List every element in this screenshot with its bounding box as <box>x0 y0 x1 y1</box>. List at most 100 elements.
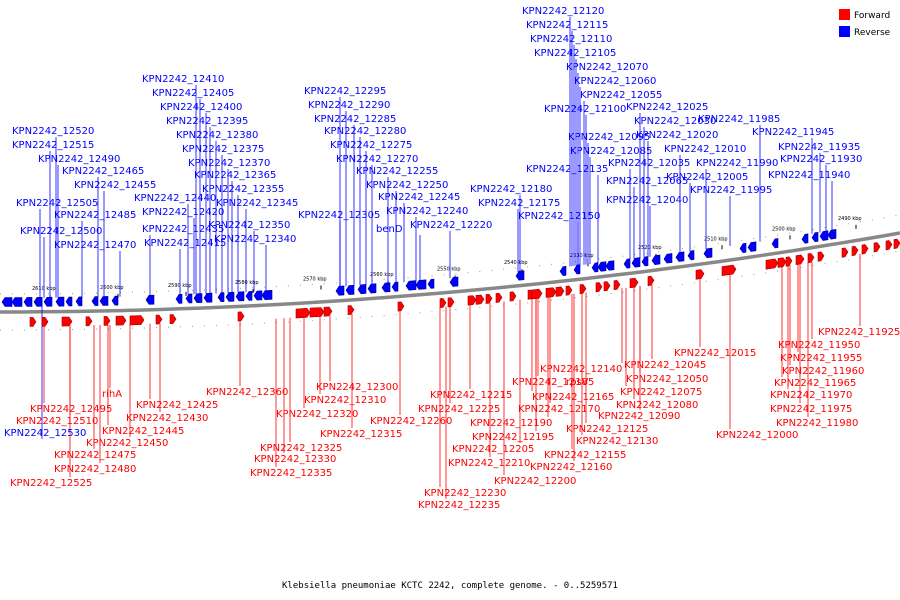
forward-gene-label[interactable]: KPN2242_12050 <box>626 374 708 385</box>
reverse-gene-label[interactable]: KPN2242_12110 <box>530 34 612 45</box>
forward-gene-label[interactable]: KPN2242_12300 <box>316 382 398 393</box>
reverse-gene-label[interactable]: KPN2242_12505 <box>16 198 98 209</box>
forward-gene-label[interactable]: KPN2242_12045 <box>624 360 706 371</box>
forward-gene-label[interactable]: KPN2242_12205 <box>452 444 534 455</box>
reverse-gene-label[interactable]: KPN2242_12150 <box>518 211 600 222</box>
reverse-gene-label[interactable]: KPN2242_12280 <box>324 126 406 137</box>
reverse-gene-label[interactable]: KPN2242_12040 <box>606 195 688 206</box>
reverse-gene-label[interactable]: KPN2242_11930 <box>780 154 862 165</box>
forward-gene-label[interactable]: KPN2242_12125 <box>566 424 648 435</box>
reverse-gene-label[interactable]: KPN2242_12070 <box>566 62 648 73</box>
forward-gene-label[interactable]: KPN2242_12450 <box>86 438 168 449</box>
forward-gene-label[interactable]: KPN2242_12475 <box>54 450 136 461</box>
reverse-gene-label[interactable]: KPN2242_12375 <box>182 144 264 155</box>
forward-gene-label[interactable]: KPN2242_12480 <box>54 464 136 475</box>
reverse-gene-label[interactable]: KPN2242_12515 <box>12 140 94 151</box>
reverse-gene-label[interactable]: KPN2242_12395 <box>166 116 248 127</box>
reverse-gene-label[interactable]: KPN2242_12455 <box>74 180 156 191</box>
forward-gene-label[interactable]: KPN2242_12315 <box>320 429 402 440</box>
reverse-gene-label[interactable]: KPN2242_12020 <box>636 130 718 141</box>
reverse-gene-label[interactable]: KPN2242_12085 <box>570 146 652 157</box>
forward-gene-label[interactable]: KPN2242_11975 <box>770 404 852 415</box>
reverse-gene-label[interactable]: KPN2242_12305 <box>298 210 380 221</box>
reverse-gene-label[interactable]: KPN2242_12270 <box>336 154 418 165</box>
reverse-gene-label[interactable]: KPN2242_12285 <box>314 114 396 125</box>
forward-gene-label[interactable]: KPN2242_12325 <box>260 443 342 454</box>
reverse-gene-label[interactable]: KPN2242_12060 <box>574 76 656 87</box>
reverse-gene-label[interactable]: KPN2242_12005 <box>666 172 748 183</box>
reverse-gene-label[interactable]: KPN2242_12415 <box>144 238 226 249</box>
forward-gene-label[interactable]: KPN2242_11950 <box>778 340 860 351</box>
forward-gene-label[interactable]: KPN2242_12445 <box>102 426 184 437</box>
forward-gene-label[interactable]: KPN2242_12000 <box>716 430 798 441</box>
forward-gene-label[interactable]: KPN2242_12165 <box>532 392 614 403</box>
forward-gene-label[interactable]: KPN2242_12230 <box>424 488 506 499</box>
forward-gene-label[interactable]: KPN2242_12360 <box>206 387 288 398</box>
forward-gene-label[interactable]: KPN2242_12090 <box>598 411 680 422</box>
forward-gene-label[interactable]: KPN2242_12140 <box>540 364 622 375</box>
reverse-gene-label[interactable]: KPN2242_12520 <box>12 126 94 137</box>
reverse-gene-label[interactable]: KPN2242_12370 <box>188 158 270 169</box>
forward-gene-label[interactable]: KPN2242_12335 <box>250 468 332 479</box>
reverse-gene-label[interactable]: KPN2242_12030 <box>634 116 716 127</box>
reverse-gene-label[interactable]: KPN2242_12115 <box>526 20 608 31</box>
forward-gene-label[interactable]: KPN2242_11960 <box>782 366 864 377</box>
forward-gene-label[interactable]: KPN2242_12495 <box>30 404 112 415</box>
reverse-gene-label[interactable]: KPN2242_12105 <box>534 48 616 59</box>
forward-gene-label[interactable]: KPN2242_12155 <box>544 450 626 461</box>
forward-gene-label[interactable]: KPN2242_12210 <box>448 458 530 469</box>
reverse-gene-label[interactable]: KPN2242_12400 <box>160 102 242 113</box>
reverse-gene-label[interactable]: KPN2242_11945 <box>752 127 834 138</box>
reverse-gene-label[interactable]: KPN2242_12025 <box>626 102 708 113</box>
forward-gene-label[interactable]: KPN2242_12170 <box>518 404 600 415</box>
forward-gene-label[interactable]: KPN2242_12225 <box>418 404 500 415</box>
reverse-gene-label[interactable]: KPN2242_12530 <box>4 428 86 439</box>
reverse-gene-label[interactable]: KPN2242_12440 <box>134 193 216 204</box>
forward-gene-label[interactable]: KPN2242_12190 <box>470 418 552 429</box>
forward-gene-label[interactable]: KPN2242_12330 <box>254 454 336 465</box>
reverse-gene-label[interactable]: KPN2242_12220 <box>410 220 492 231</box>
forward-gene-label[interactable]: KPN2242_12015 <box>674 348 756 359</box>
reverse-gene-label[interactable]: KPN2242_12295 <box>304 86 386 97</box>
forward-gene-label[interactable]: KPN2242_12215 <box>430 390 512 401</box>
reverse-gene-label[interactable]: KPN2242_12255 <box>356 166 438 177</box>
forward-gene-label[interactable]: KPN2242_12200 <box>494 476 576 487</box>
forward-gene-label[interactable]: KPN2242_12260 <box>370 416 452 427</box>
reverse-gene-label[interactable]: KPN2242_12245 <box>378 192 460 203</box>
forward-gene-label[interactable]: KPN2242_12195 <box>472 432 554 443</box>
reverse-gene-label[interactable]: KPN2242_12380 <box>176 130 258 141</box>
reverse-gene-label[interactable]: KPN2242_12435 <box>142 224 224 235</box>
forward-gene-label[interactable]: rpsV <box>566 377 589 388</box>
reverse-gene-label[interactable]: KPN2242_12035 <box>608 158 690 169</box>
forward-gene-label[interactable]: KPN2242_12425 <box>136 400 218 411</box>
reverse-gene-label[interactable]: KPN2242_11940 <box>768 170 850 181</box>
forward-gene-label[interactable]: KPN2242_12130 <box>576 436 658 447</box>
reverse-gene-label[interactable]: KPN2242_12485 <box>54 210 136 221</box>
reverse-gene-label[interactable]: KPN2242_12175 <box>478 198 560 209</box>
forward-gene-label[interactable]: KPN2242_12430 <box>126 413 208 424</box>
forward-gene-label[interactable]: KPN2242_12320 <box>276 409 358 420</box>
forward-gene-label[interactable]: KPN2242_12310 <box>304 395 386 406</box>
reverse-gene-label[interactable]: KPN2242_12345 <box>216 198 298 209</box>
forward-gene-label[interactable]: KPN2242_12510 <box>16 416 98 427</box>
reverse-gene-label[interactable]: KPN2242_11985 <box>698 114 780 125</box>
reverse-gene-label[interactable]: KPN2242_12340 <box>214 234 296 245</box>
reverse-gene-label[interactable]: KPN2242_12365 <box>194 170 276 181</box>
reverse-gene-label[interactable]: KPN2242_12135 <box>526 164 608 175</box>
forward-gene-label[interactable]: KPN2242_11980 <box>776 418 858 429</box>
forward-gene-label[interactable]: KPN2242_12160 <box>530 462 612 473</box>
forward-gene-label[interactable]: KPN2242_11970 <box>770 390 852 401</box>
forward-gene-label[interactable]: KPN2242_11965 <box>774 378 856 389</box>
reverse-gene-label[interactable]: KPN2242_12275 <box>330 140 412 151</box>
reverse-gene-label[interactable]: KPN2242_12095 <box>568 132 650 143</box>
reverse-gene-label[interactable]: KPN2242_11935 <box>778 142 860 153</box>
reverse-gene-label[interactable]: KPN2242_12500 <box>20 226 102 237</box>
forward-gene-label[interactable]: KPN2242_12075 <box>620 387 702 398</box>
reverse-gene-label[interactable]: KPN2242_11990 <box>696 158 778 169</box>
forward-gene-label[interactable]: KPN2242_12525 <box>10 478 92 489</box>
reverse-gene-label[interactable]: KPN2242_12010 <box>664 144 746 155</box>
reverse-gene-label[interactable]: KPN2242_12465 <box>62 166 144 177</box>
reverse-gene-label[interactable]: KPN2242_12100 <box>544 104 626 115</box>
forward-gene-label[interactable]: KPN2242_11955 <box>780 353 862 364</box>
forward-gene-label[interactable]: KPN2242_12185 <box>512 377 594 388</box>
